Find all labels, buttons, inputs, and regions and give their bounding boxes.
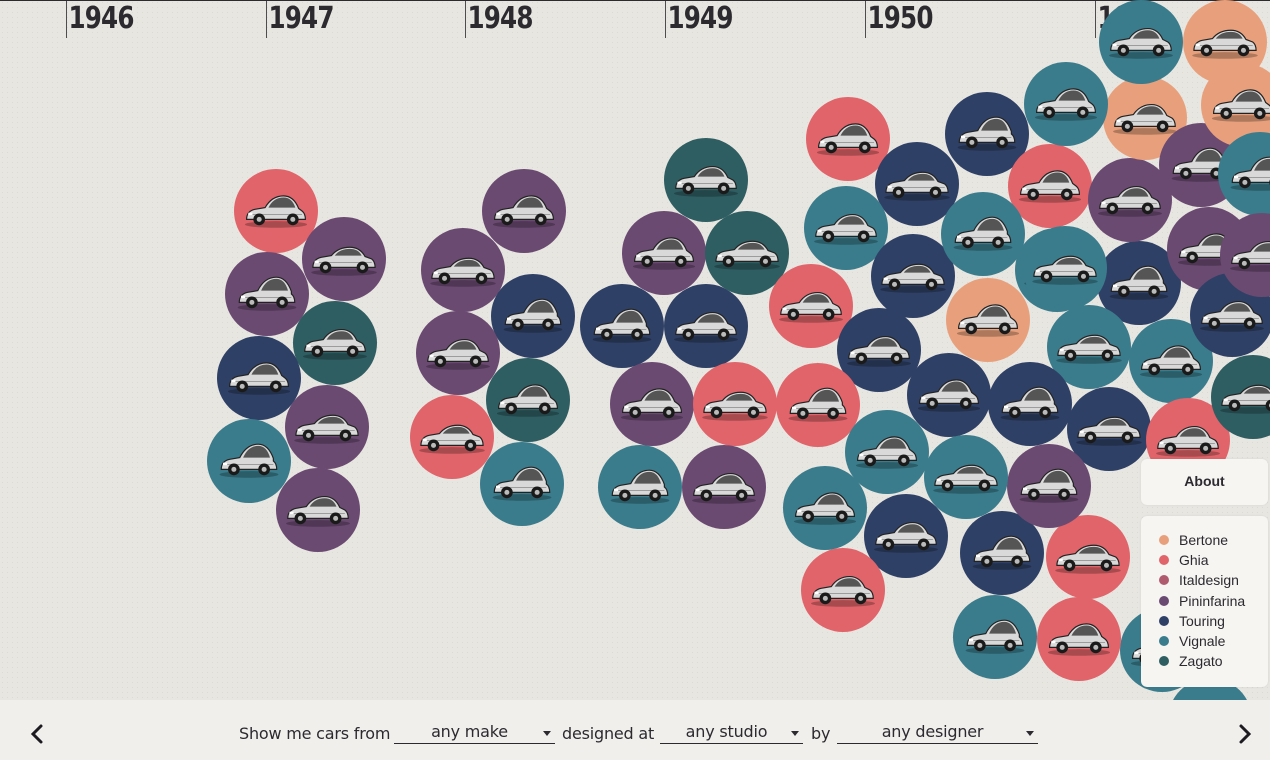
year-label-1948: 1948 bbox=[465, 0, 533, 38]
car-bubble[interactable] bbox=[871, 234, 955, 318]
year-label-1949: 1949 bbox=[665, 0, 733, 38]
legend-item-pininfarina[interactable]: Pininfarina bbox=[1159, 591, 1268, 611]
car-bubble[interactable] bbox=[1023, 226, 1107, 310]
car-bubble[interactable] bbox=[941, 192, 1025, 276]
studio-legend: Bertone Ghia Italdesign Pininfarina Touring V… bbox=[1141, 516, 1268, 687]
caret-down-icon bbox=[1026, 731, 1034, 736]
car-bubble[interactable] bbox=[875, 142, 959, 226]
legend-swatch bbox=[1159, 656, 1169, 667]
designer-select-value: any designer bbox=[881, 722, 984, 741]
studio-select-value: any studio bbox=[685, 722, 768, 741]
year-label-1947: 1947 bbox=[266, 0, 334, 38]
make-select-value: any make bbox=[431, 722, 508, 741]
designed-at-label: designed at bbox=[562, 724, 655, 743]
car-bubble[interactable] bbox=[225, 252, 309, 336]
car-bubble[interactable] bbox=[610, 362, 694, 446]
car-bubble[interactable] bbox=[421, 228, 505, 312]
car-bubble[interactable] bbox=[1007, 444, 1091, 528]
car-bubble[interactable] bbox=[693, 362, 777, 446]
designer-select[interactable]: any designer bbox=[837, 722, 1038, 744]
car-bubble[interactable] bbox=[217, 336, 301, 420]
timeline-canvas[interactable]: 1946 1947 1948 1949 1950 195 bbox=[0, 0, 1270, 700]
car-bubble[interactable] bbox=[1190, 273, 1270, 357]
car-bubble[interactable] bbox=[924, 435, 1008, 519]
car-bubble[interactable] bbox=[664, 138, 748, 222]
car-bubble[interactable] bbox=[801, 548, 885, 632]
filter-prefix-label: Show me cars from bbox=[239, 724, 391, 743]
car-bubble[interactable] bbox=[234, 169, 318, 253]
legend-item-zagato[interactable]: Zagato bbox=[1159, 651, 1268, 671]
car-bubble[interactable] bbox=[491, 274, 575, 358]
car-bubble[interactable] bbox=[480, 442, 564, 526]
car-bubble[interactable] bbox=[682, 445, 766, 529]
car-bubble[interactable] bbox=[776, 363, 860, 447]
car-bubble[interactable] bbox=[416, 311, 500, 395]
car-bubble[interactable] bbox=[1097, 241, 1181, 325]
legend-item-touring[interactable]: Touring bbox=[1159, 611, 1268, 631]
car-bubble[interactable] bbox=[598, 445, 682, 529]
car-bubble[interactable] bbox=[1008, 144, 1092, 228]
car-bubble[interactable] bbox=[207, 419, 291, 503]
car-bubble[interactable] bbox=[837, 308, 921, 392]
car-bubble[interactable] bbox=[410, 395, 494, 479]
car-bubble[interactable] bbox=[1046, 515, 1130, 599]
make-select[interactable]: any make bbox=[394, 722, 555, 744]
legend-item-italdesign[interactable]: Italdesign bbox=[1159, 570, 1268, 590]
studio-select[interactable]: any studio bbox=[660, 722, 803, 744]
year-label-1946: 1946 bbox=[66, 0, 134, 38]
car-bubble[interactable] bbox=[946, 278, 1030, 362]
by-label: by bbox=[811, 724, 831, 743]
filter-bar: Show me cars from any make designed at a… bbox=[0, 700, 1270, 760]
car-bubble[interactable] bbox=[285, 385, 369, 469]
timeline-axis bbox=[0, 0, 1270, 1]
about-button[interactable]: About bbox=[1141, 459, 1268, 505]
car-bubble[interactable] bbox=[864, 494, 948, 578]
car-bubble[interactable] bbox=[907, 353, 991, 437]
car-bubble[interactable] bbox=[293, 301, 377, 385]
car-bubble[interactable] bbox=[1211, 355, 1270, 439]
car-bubble[interactable] bbox=[1067, 387, 1151, 471]
legend-item-vignale[interactable]: Vignale bbox=[1159, 631, 1268, 651]
car-bubble[interactable] bbox=[1099, 0, 1183, 84]
car-bubble[interactable] bbox=[1037, 597, 1121, 681]
legend-label: Bertone bbox=[1179, 532, 1229, 549]
car-bubble[interactable] bbox=[804, 186, 888, 270]
car-bubble[interactable] bbox=[664, 284, 748, 368]
car-bubble[interactable] bbox=[783, 466, 867, 550]
caret-down-icon bbox=[791, 731, 799, 736]
legend-swatch bbox=[1159, 535, 1169, 546]
legend-swatch bbox=[1159, 595, 1169, 606]
car-bubble[interactable] bbox=[960, 511, 1044, 595]
car-bubble[interactable] bbox=[486, 358, 570, 442]
chevron-left-icon[interactable] bbox=[26, 722, 50, 746]
legend-swatch bbox=[1159, 575, 1169, 586]
legend-label: Zagato bbox=[1179, 653, 1223, 670]
legend-swatch bbox=[1159, 555, 1169, 566]
legend-label: Vignale bbox=[1179, 633, 1226, 650]
car-bubble[interactable] bbox=[988, 362, 1072, 446]
legend-label: Touring bbox=[1179, 612, 1225, 629]
car-bubble[interactable] bbox=[622, 211, 706, 295]
car-bubble[interactable] bbox=[845, 410, 929, 494]
car-bubble[interactable] bbox=[580, 284, 664, 368]
car-bubble[interactable] bbox=[806, 97, 890, 181]
legend-item-ghia[interactable]: Ghia bbox=[1159, 550, 1268, 570]
legend-label: Italdesign bbox=[1179, 572, 1239, 589]
car-bubble[interactable] bbox=[276, 468, 360, 552]
legend-swatch bbox=[1159, 636, 1169, 647]
chevron-right-icon[interactable] bbox=[1232, 722, 1256, 746]
caret-down-icon bbox=[543, 731, 551, 736]
car-bubble[interactable] bbox=[953, 595, 1037, 679]
car-bubble[interactable] bbox=[1201, 63, 1270, 147]
car-bubble[interactable] bbox=[1088, 158, 1172, 242]
year-label-1950: 1950 bbox=[865, 0, 933, 38]
legend-label: Ghia bbox=[1179, 552, 1209, 569]
legend-swatch bbox=[1159, 615, 1169, 626]
legend-label: Pininfarina bbox=[1179, 592, 1246, 609]
car-bubble[interactable] bbox=[1024, 62, 1108, 146]
legend-item-bertone[interactable]: Bertone bbox=[1159, 530, 1268, 550]
car-bubble[interactable] bbox=[705, 211, 789, 295]
car-bubble[interactable] bbox=[482, 169, 566, 253]
car-bubble[interactable] bbox=[302, 217, 386, 301]
